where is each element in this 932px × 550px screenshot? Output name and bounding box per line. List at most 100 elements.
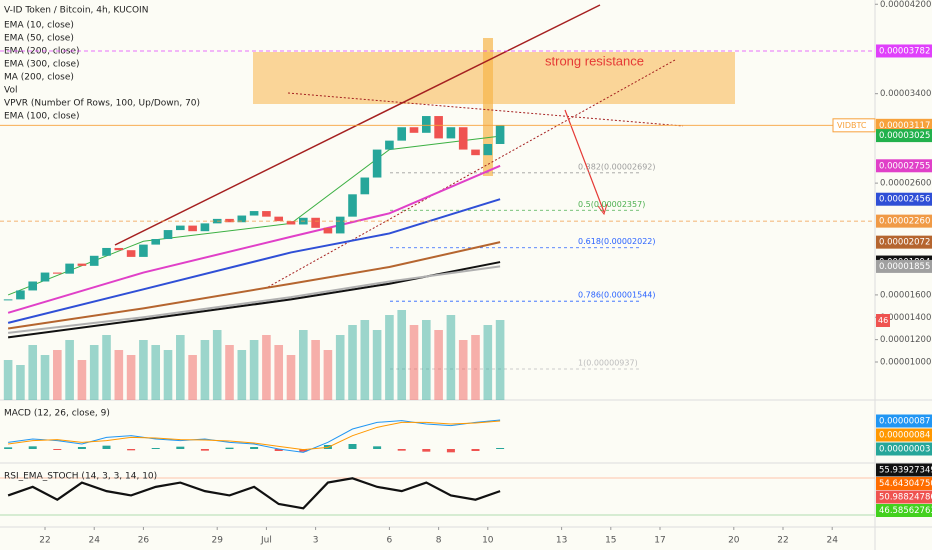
macd-label: 0.00000084 bbox=[879, 431, 930, 441]
candle bbox=[53, 272, 62, 274]
x-tick-label: 20 bbox=[728, 536, 740, 546]
macd-histogram bbox=[200, 449, 209, 451]
x-tick-label: Jul bbox=[260, 536, 272, 546]
candle bbox=[102, 247, 111, 256]
macd-histogram bbox=[77, 447, 86, 449]
fib-label: 1(0.00000937) bbox=[578, 359, 638, 368]
volume-bar bbox=[397, 310, 407, 400]
volume-bar bbox=[299, 330, 308, 400]
rsi-label-box bbox=[876, 490, 932, 504]
candle bbox=[311, 217, 320, 228]
price-label: 0.00003025 bbox=[879, 131, 930, 141]
macd-histogram bbox=[127, 449, 136, 451]
volume-bar bbox=[102, 335, 111, 400]
price-label: 0.00002072 bbox=[879, 238, 930, 248]
macd-histogram bbox=[151, 448, 160, 449]
macd-histogram bbox=[225, 447, 234, 449]
macd-label: 0.00000087 bbox=[879, 417, 930, 427]
candle bbox=[286, 221, 296, 225]
price-label: 0.00001855 bbox=[879, 262, 930, 272]
x-tick-label: 24 bbox=[88, 536, 100, 546]
volume-bar bbox=[188, 355, 197, 400]
macd-label: 0.00000003 bbox=[879, 445, 930, 455]
x-tick-label: 17 bbox=[654, 536, 665, 546]
annotation: strong resistance bbox=[545, 53, 644, 68]
x-tick-label: 22 bbox=[777, 536, 788, 546]
candle bbox=[323, 227, 333, 234]
x-tick-label: 13 bbox=[556, 536, 567, 546]
price-label-box bbox=[876, 129, 932, 143]
rsi-label: 54.64304750 bbox=[879, 479, 932, 489]
fib-label: 0.5(0.00002357) bbox=[578, 200, 645, 209]
volume-bar bbox=[249, 340, 259, 400]
candle bbox=[458, 127, 468, 150]
candle bbox=[40, 272, 50, 282]
candle bbox=[3, 299, 13, 301]
volume-bar bbox=[385, 315, 394, 400]
candle bbox=[225, 218, 234, 223]
price-label-box bbox=[876, 118, 932, 132]
volume-bar bbox=[471, 335, 480, 400]
macd-label-box bbox=[876, 428, 932, 442]
candle bbox=[262, 211, 271, 217]
rsi-label: 46.58562763 bbox=[879, 506, 932, 516]
macd-histogram bbox=[397, 449, 406, 451]
price-label-box bbox=[876, 159, 932, 173]
symbol-title: V-ID Token / Bitcoin, 4h, KUCOIN bbox=[4, 6, 148, 16]
indicator-legend: EMA (300, close) bbox=[4, 60, 80, 70]
fib-label: 0.618(0.00002022) bbox=[578, 237, 656, 246]
volume-bar bbox=[323, 350, 333, 400]
price-label-box bbox=[876, 259, 932, 273]
price-label-box bbox=[876, 214, 932, 228]
candle bbox=[422, 116, 431, 133]
indicator-legend: Vol bbox=[4, 86, 17, 96]
candle bbox=[163, 230, 173, 240]
candle bbox=[495, 125, 505, 144]
x-tick-label: 8 bbox=[436, 536, 442, 546]
price-label-box bbox=[876, 192, 932, 206]
candle bbox=[372, 149, 382, 178]
macd-histogram bbox=[373, 446, 382, 449]
candle bbox=[348, 194, 357, 217]
volume-bar bbox=[151, 345, 161, 400]
candle bbox=[483, 143, 493, 156]
indicator-legend: EMA (100, close) bbox=[4, 112, 80, 122]
highlight-bar bbox=[483, 38, 493, 176]
macd-histogram bbox=[446, 449, 455, 453]
rsi-line bbox=[7, 477, 501, 510]
volume-bar bbox=[286, 355, 296, 400]
indicator-legend: EMA (50, close) bbox=[4, 34, 74, 44]
rsi-label-box bbox=[876, 463, 932, 477]
candle bbox=[126, 250, 136, 257]
rsi-label: 50.98824786 bbox=[879, 493, 932, 503]
arrow-head bbox=[597, 203, 608, 216]
candle bbox=[89, 255, 99, 266]
macd-histogram bbox=[28, 446, 37, 449]
volume-bar bbox=[262, 335, 271, 400]
candle bbox=[28, 281, 38, 291]
rsi-label-box bbox=[876, 477, 932, 490]
volume-bar bbox=[458, 340, 468, 400]
candle bbox=[409, 127, 419, 133]
macd-histogram bbox=[471, 449, 480, 451]
macd-histogram bbox=[274, 449, 283, 451]
rsi-title: RSI_EMA_STOCH (14, 3, 3, 14, 10) bbox=[4, 472, 157, 482]
volume-label: 46 bbox=[878, 316, 888, 325]
volume-bar bbox=[3, 360, 13, 400]
volume-label-box bbox=[876, 314, 890, 327]
macd-line bbox=[8, 420, 501, 451]
price-label: 0.00003117 bbox=[879, 121, 930, 131]
volume-bar bbox=[16, 365, 25, 400]
x-tick-label: 6 bbox=[387, 536, 393, 546]
volume-bar bbox=[483, 325, 493, 400]
candle bbox=[335, 216, 345, 234]
candle bbox=[471, 149, 480, 156]
candle bbox=[188, 225, 197, 232]
volume-bar bbox=[372, 330, 382, 400]
candle bbox=[16, 290, 25, 300]
candle bbox=[65, 263, 74, 274]
y-tick-label: 0.00001400 bbox=[880, 313, 931, 323]
volume-bar bbox=[139, 340, 148, 400]
x-tick-label: 29 bbox=[211, 536, 223, 546]
